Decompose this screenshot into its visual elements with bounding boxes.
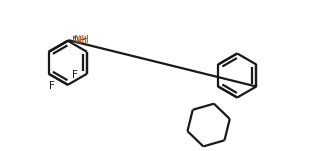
Text: NH: NH [72, 37, 87, 47]
Text: F: F [72, 70, 78, 80]
Text: F: F [49, 81, 55, 91]
Text: NH: NH [74, 35, 89, 45]
